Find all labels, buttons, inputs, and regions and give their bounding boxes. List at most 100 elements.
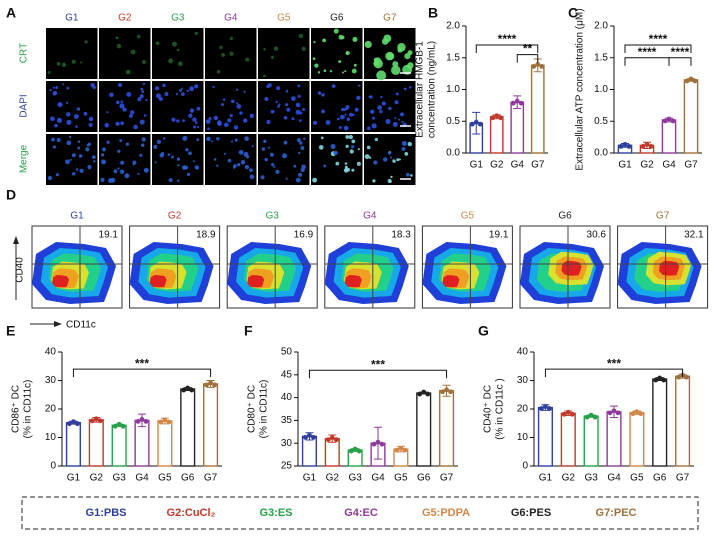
cell bbox=[125, 142, 130, 146]
point bbox=[371, 441, 377, 447]
cell bbox=[263, 48, 266, 51]
cell bbox=[109, 92, 114, 97]
cell bbox=[57, 101, 63, 108]
point bbox=[440, 389, 445, 395]
column-label: G5 bbox=[461, 211, 475, 222]
cell bbox=[124, 173, 130, 179]
cell bbox=[401, 146, 406, 151]
row-label: Merge bbox=[19, 144, 30, 173]
arrow-head bbox=[13, 236, 19, 244]
cell bbox=[217, 121, 222, 127]
row-label: CRT bbox=[19, 43, 30, 63]
cell bbox=[155, 86, 160, 91]
micrograph bbox=[364, 81, 416, 132]
cell bbox=[320, 136, 324, 140]
point bbox=[662, 118, 668, 124]
cell bbox=[244, 164, 250, 170]
cell bbox=[345, 105, 350, 110]
significance: *** bbox=[371, 357, 385, 371]
x-tick-label: G4 bbox=[511, 160, 525, 171]
cell bbox=[344, 162, 348, 165]
point bbox=[329, 435, 335, 441]
cell bbox=[69, 135, 72, 139]
cell bbox=[374, 57, 382, 64]
cell bbox=[87, 165, 92, 170]
cell bbox=[222, 98, 226, 101]
cell bbox=[376, 70, 387, 81]
y-axis-label: (% in CD11c ) bbox=[495, 378, 506, 440]
point bbox=[543, 404, 548, 409]
point bbox=[666, 116, 672, 122]
cell bbox=[230, 99, 235, 104]
micrograph bbox=[311, 81, 363, 132]
cell bbox=[171, 117, 176, 122]
point bbox=[303, 434, 308, 440]
cell bbox=[341, 71, 345, 74]
cell bbox=[321, 109, 326, 114]
x-tick-label: G7 bbox=[531, 160, 545, 171]
cell bbox=[325, 120, 331, 125]
point bbox=[640, 143, 646, 149]
cell bbox=[189, 108, 195, 113]
point bbox=[490, 115, 496, 121]
point bbox=[208, 380, 213, 386]
y-tick-label: 30 bbox=[45, 375, 57, 386]
bracket bbox=[516, 54, 539, 63]
cell bbox=[405, 172, 410, 177]
cell bbox=[168, 178, 173, 183]
cell bbox=[240, 160, 246, 165]
cell bbox=[126, 91, 132, 97]
cell bbox=[196, 138, 200, 142]
cell bbox=[344, 70, 347, 73]
legend-entry: G4:EC bbox=[344, 507, 378, 519]
point bbox=[375, 439, 381, 445]
cell bbox=[407, 50, 413, 56]
density bbox=[561, 260, 582, 276]
cell bbox=[108, 178, 113, 184]
cell bbox=[192, 160, 195, 163]
cell bbox=[88, 116, 94, 122]
cell bbox=[231, 140, 234, 143]
point bbox=[185, 385, 191, 391]
x-tick-label: G2 bbox=[490, 160, 504, 171]
cell bbox=[345, 144, 349, 148]
cell bbox=[140, 87, 144, 91]
point bbox=[421, 389, 427, 395]
axis-label: CD11c bbox=[66, 320, 96, 331]
y-tick-label: 2.0 bbox=[594, 21, 608, 32]
point bbox=[311, 434, 316, 440]
cell bbox=[321, 93, 325, 97]
cell bbox=[335, 161, 340, 166]
x-tick-label: G1 bbox=[618, 160, 632, 171]
cell bbox=[301, 46, 306, 51]
cell bbox=[88, 122, 93, 128]
cell bbox=[186, 89, 189, 93]
significance: **** bbox=[638, 45, 657, 59]
cell bbox=[337, 117, 340, 121]
cell bbox=[318, 145, 324, 150]
y-tick-label: 20 bbox=[517, 404, 529, 415]
x-tick-label: G5 bbox=[394, 473, 408, 484]
cell bbox=[394, 100, 399, 105]
legend-entry: G1:PBS bbox=[86, 507, 127, 519]
gate-percent: 32.1 bbox=[684, 230, 704, 241]
cell bbox=[52, 86, 55, 89]
cell bbox=[366, 145, 371, 150]
cell bbox=[314, 63, 319, 68]
y-tick-label: 1.0 bbox=[594, 84, 608, 95]
point bbox=[539, 63, 545, 69]
cell bbox=[233, 164, 237, 168]
column-label: G7 bbox=[383, 13, 397, 24]
cell bbox=[352, 113, 355, 116]
cell bbox=[52, 91, 57, 96]
cell bbox=[312, 57, 316, 61]
x-tick-label: G4 bbox=[371, 473, 385, 484]
cell bbox=[297, 84, 301, 88]
cell bbox=[373, 160, 378, 165]
x-tick-label: G1 bbox=[470, 160, 484, 171]
cell bbox=[197, 125, 200, 129]
cell bbox=[299, 119, 302, 122]
cell bbox=[117, 167, 120, 170]
cell bbox=[388, 106, 392, 111]
cell bbox=[227, 158, 232, 163]
